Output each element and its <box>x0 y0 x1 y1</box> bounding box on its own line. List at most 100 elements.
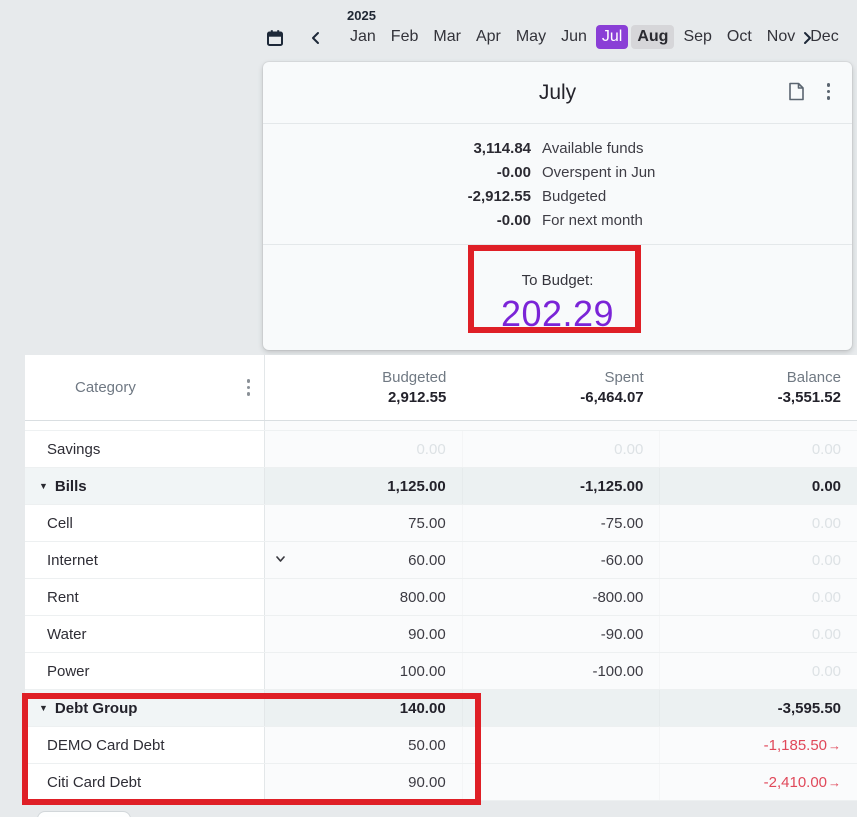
spent-value: -100.00 <box>592 662 644 680</box>
month-mar[interactable]: Mar <box>433 28 461 45</box>
budgeted-cell[interactable]: 0.00 <box>265 431 462 467</box>
month-jan[interactable]: Jan <box>350 28 376 45</box>
spent-cell[interactable] <box>461 727 660 763</box>
calendar-icon <box>267 30 283 46</box>
panel-header: July <box>263 62 852 124</box>
balance-cell[interactable]: -1,185.50 → <box>659 727 857 763</box>
month-nov[interactable]: Nov <box>766 28 796 45</box>
balance-cell[interactable]: 0.00 → <box>659 542 857 578</box>
collapse-triangle-icon[interactable]: ▼ <box>39 703 48 713</box>
category-cell[interactable]: ▼ Cell <box>25 505 265 541</box>
category-cell[interactable]: ▼ Rent <box>25 579 265 615</box>
spent-value: -75.00 <box>600 514 644 532</box>
balance-cell[interactable]: 0.00 → <box>659 505 857 541</box>
budgeted-cell[interactable]: 140.00 <box>265 690 462 726</box>
calendar-icon[interactable] <box>263 26 287 50</box>
balance-cell[interactable]: 0.00 → <box>659 468 857 504</box>
budgeted-cell[interactable]: 50.00 <box>265 727 462 763</box>
table-row[interactable]: ▼ Water 90.00 -90.00 0.00 → <box>25 616 857 653</box>
chevron-down-icon[interactable] <box>274 552 287 570</box>
budgeted-cell[interactable]: 1,125.00 <box>265 468 462 504</box>
panel-month-title: July <box>538 80 577 104</box>
table-row[interactable]: ▼ Rent 800.00 -800.00 0.00 → <box>25 579 857 616</box>
budgeted-cell[interactable]: 90.00 <box>265 616 462 652</box>
balance-cell[interactable]: 0.00 → <box>659 653 857 689</box>
category-cell[interactable]: ▼ Bills <box>25 468 265 504</box>
previous-month-button[interactable] <box>305 27 327 49</box>
next-month-value[interactable]: -0.00 <box>496 211 531 229</box>
category-cell[interactable]: ▼ Citi Card Debt <box>25 764 265 800</box>
spent-column-label[interactable]: Spent <box>604 369 644 386</box>
balance-column-total: -3,551.52 <box>777 389 841 406</box>
balance-cell[interactable]: -2,410.00 → <box>659 764 857 800</box>
category-cell[interactable]: ▼ Internet <box>25 542 265 578</box>
month-aug[interactable]: Aug <box>631 25 675 49</box>
category-cell[interactable]: ▼ Water <box>25 616 265 652</box>
table-header: Category Budgeted 2,912.55 Spent -6,464.… <box>25 355 857 421</box>
category-cell[interactable]: ▼ Savings <box>25 431 265 467</box>
balance-cell[interactable]: 0.00 → <box>659 616 857 652</box>
table-row[interactable]: ▼ Debt Group 140.00 -3,595.50 → <box>25 690 857 727</box>
spent-cell[interactable] <box>461 764 660 800</box>
budgeted-cell[interactable]: 90.00 <box>265 764 462 800</box>
balance-cell[interactable]: 0.00 → <box>659 579 857 615</box>
table-row[interactable]: ▼ Savings 0.00 0.00 0.00 → <box>25 431 857 468</box>
budgeted-cell[interactable]: 60.00 <box>265 542 462 578</box>
collapse-triangle-icon[interactable]: ▼ <box>39 481 48 491</box>
category-cell[interactable]: ▼ Debt Group <box>25 690 265 726</box>
available-funds-value[interactable]: 3,114.84 <box>473 139 531 157</box>
month-jul[interactable]: Jul <box>595 25 629 49</box>
budgeted-cell[interactable]: 75.00 <box>265 505 462 541</box>
panel-menu-button[interactable] <box>826 83 830 100</box>
balance-cell[interactable]: 0.00 → <box>659 431 857 467</box>
budgeted-cell[interactable]: 800.00 <box>265 579 462 615</box>
to-budget-value[interactable]: 202.29 <box>500 292 615 334</box>
category-header-cell: Category <box>25 355 265 420</box>
budgeted-total-value[interactable]: -2,912.55 <box>467 187 531 205</box>
carryover-arrow-icon: → <box>828 774 842 790</box>
category-name: Citi Card Debt <box>47 773 142 791</box>
table-row[interactable]: ▼ Bills 1,125.00 -1,125.00 0.00 → <box>25 468 857 505</box>
month-dec[interactable]: Dec <box>810 28 839 45</box>
spent-value: 0.00 <box>614 440 644 458</box>
table-row[interactable]: ▼ Citi Card Debt 90.00 -2,410.00 → <box>25 764 857 801</box>
add-group-button[interactable] <box>37 811 131 817</box>
month-oct[interactable]: Oct <box>726 28 752 45</box>
balance-column-header: Balance -3,551.52 <box>660 355 857 420</box>
table-row[interactable]: ▼ DEMO Card Debt 50.00 -1,185.50 → <box>25 727 857 764</box>
month-sep[interactable]: Sep <box>683 28 712 45</box>
budgeted-column-label[interactable]: Budgeted <box>382 369 447 386</box>
next-month-button[interactable] <box>796 27 818 49</box>
category-cell[interactable]: ▼ DEMO Card Debt <box>25 727 265 763</box>
spent-value: -60.00 <box>600 551 644 569</box>
spent-value: -90.00 <box>600 625 644 643</box>
month-jun[interactable]: Jun <box>561 28 587 45</box>
balance-cell[interactable]: -3,595.50 → <box>659 690 857 726</box>
spent-cell[interactable]: -1,125.00 <box>461 468 660 504</box>
spent-cell[interactable]: -800.00 <box>461 579 660 615</box>
budgeted-column-total: 2,912.55 <box>387 389 447 406</box>
category-menu-button[interactable] <box>246 379 250 396</box>
month-feb[interactable]: Feb <box>390 28 419 45</box>
notes-button[interactable] <box>788 82 805 101</box>
spent-cell[interactable]: -90.00 <box>461 616 660 652</box>
spent-cell[interactable]: -100.00 <box>461 653 660 689</box>
spent-cell[interactable] <box>461 690 660 726</box>
table-row[interactable]: ▼ Internet 60.00 -60.00 0.00 → <box>25 542 857 579</box>
funds-summary: 3,114.84 Available funds -0.00 Overspent… <box>263 124 852 245</box>
overspent-value[interactable]: -0.00 <box>496 163 531 181</box>
table-row[interactable]: ▼ Cell 75.00 -75.00 0.00 → <box>25 505 857 542</box>
balance-column-label[interactable]: Balance <box>786 369 841 386</box>
table-row[interactable]: ▼ Power 100.00 -100.00 0.00 → <box>25 653 857 690</box>
spent-cell[interactable]: -60.00 <box>461 542 660 578</box>
month-navigation: 2025 Jan Feb Mar Apr May Jun Jul Aug Sep Oct Nov De… <box>0 0 857 58</box>
month-may[interactable]: May <box>515 28 547 45</box>
budgeted-cell[interactable]: 100.00 <box>265 653 462 689</box>
spent-cell[interactable]: 0.00 <box>461 431 660 467</box>
month-apr[interactable]: Apr <box>475 28 501 45</box>
spent-cell[interactable]: -75.00 <box>461 505 660 541</box>
category-cell[interactable]: ▼ Power <box>25 653 265 689</box>
next-month-label: For next month <box>542 211 643 229</box>
balance-value: 0.00 <box>811 477 842 495</box>
spent-value: -800.00 <box>592 588 644 606</box>
